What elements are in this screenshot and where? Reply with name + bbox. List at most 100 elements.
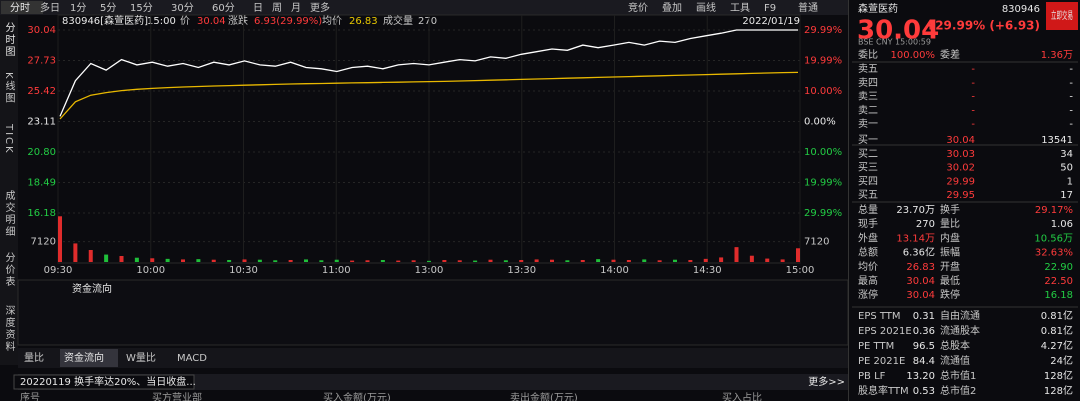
panel-tab-label[interactable]: 资金流向 — [64, 351, 104, 364]
volume-bar — [396, 260, 401, 262]
volume-bar — [181, 259, 185, 262]
book-label: 买二 — [858, 148, 878, 160]
side-tab: 深度资料 — [3, 305, 15, 353]
fund-label: 总市值2 — [940, 384, 976, 397]
panel-tab-label[interactable]: 量比 — [24, 352, 44, 364]
column-header: 买方营业部 — [152, 391, 202, 401]
toolbar-button: 普通 — [798, 1, 818, 14]
fund-value: 0.81亿 — [1041, 324, 1073, 337]
book-price: 29.99 — [946, 176, 975, 187]
volume-bar — [457, 260, 462, 262]
volume-bar — [488, 259, 493, 262]
stat-value: 32.63% — [1035, 248, 1073, 259]
volume-bar — [211, 259, 216, 262]
side-tab: 分价表 — [3, 252, 15, 288]
fund-value: 0.36 — [913, 326, 935, 337]
book-volume: 17 — [1060, 190, 1073, 201]
chart-header: 价 — [180, 15, 190, 27]
notice-bar — [18, 374, 848, 390]
column-header: 序号 — [20, 391, 40, 401]
toolbar-button: 竞价 — [628, 1, 648, 14]
volume-bar — [196, 259, 201, 262]
volume-bar — [550, 259, 554, 262]
last-price: 30.04 — [857, 16, 939, 46]
book-label: 买五 — [858, 189, 878, 201]
stat-label: 均价 — [858, 261, 878, 273]
book-price: - — [971, 64, 975, 75]
trade-button[interactable] — [1046, 2, 1078, 30]
toolbar-tab: 周 — [272, 2, 282, 14]
book-price: - — [971, 78, 975, 89]
chart-header: 270 — [418, 16, 437, 27]
toolbar-tab: 日 — [253, 3, 263, 14]
toolbar-tab: 30分 — [171, 2, 194, 14]
book-volume: - — [1069, 64, 1073, 75]
value: 1.36万 — [1041, 50, 1073, 61]
book-label: 买三 — [858, 162, 878, 174]
fund-value: 0.81亿 — [1041, 309, 1073, 322]
fund-value: 96.5 — [913, 341, 935, 352]
stat-value: 30.04 — [906, 276, 935, 287]
book-price: - — [971, 105, 975, 116]
book-price: - — [971, 119, 975, 130]
stat-label: 跌停 — [940, 288, 960, 301]
volume-bar — [73, 243, 78, 262]
volume-bar — [642, 259, 647, 262]
panel-title: 资金流向 — [72, 282, 112, 295]
toolbar-tab: 15分 — [130, 2, 153, 14]
x-tick-label: 13:30 — [507, 265, 536, 276]
fund-value: 13.20 — [906, 371, 935, 382]
volume-bar — [119, 256, 124, 262]
x-tick-label: 09:30 — [44, 265, 73, 276]
stat-value: 22.50 — [1044, 276, 1073, 287]
panel-divider — [848, 0, 849, 401]
trade-button-label[interactable]: 立即交易 — [1051, 9, 1073, 22]
volume-bar — [88, 250, 93, 262]
stat-label: 量比 — [940, 218, 960, 230]
side-tab: 成交明细 — [3, 190, 15, 238]
book-label: 卖五 — [858, 63, 878, 75]
stat-value: 10.56万 — [1034, 233, 1073, 244]
toolbar-tab: 更多 — [310, 1, 330, 14]
book-volume: - — [1069, 105, 1073, 116]
stat-label: 涨停 — [858, 288, 878, 301]
volume-bar — [242, 259, 247, 262]
side-bar — [0, 15, 18, 365]
label: 委比 — [858, 48, 878, 61]
volume-bar — [473, 260, 478, 262]
fund-label: PE 2021E — [858, 356, 905, 367]
panel-tab[interactable] — [60, 349, 118, 367]
volume-bar — [734, 247, 739, 262]
toolbar-tab: 60分 — [212, 2, 235, 14]
toolbar-tab: 1分 — [70, 2, 86, 14]
volume-bar — [519, 260, 524, 262]
volume-bar — [657, 260, 662, 262]
toolbar-button: 工具 — [730, 2, 750, 14]
stat-label: 总额 — [858, 246, 878, 259]
chart-header: 成交量 — [383, 14, 413, 27]
volume-bar — [796, 248, 800, 262]
y-tick-label: 20.80 — [27, 147, 56, 158]
notice-select[interactable] — [13, 374, 195, 390]
fund-label: 总股本 — [940, 339, 970, 352]
volume-bar — [227, 260, 232, 262]
avg-line — [59, 71, 799, 120]
stock-code: 830946 — [1002, 4, 1040, 15]
chart-date: 2022/01/19 — [742, 16, 800, 27]
y-tick-label: 27.73 — [27, 56, 56, 67]
x-tick-label: 10:30 — [229, 265, 258, 276]
price-line — [59, 29, 798, 117]
volume-bar — [350, 260, 355, 262]
pct-tick-label: 19.99% — [804, 178, 842, 189]
vol-tick-label: 7120 — [804, 237, 829, 248]
chart-header: 涨跌 — [228, 14, 248, 27]
panel-tab-label[interactable]: MACD — [177, 353, 207, 364]
chart-header: 15:00 — [147, 16, 176, 27]
label: 委差 — [940, 48, 960, 61]
more-link[interactable]: 更多>> — [808, 375, 845, 388]
book-label: 买一 — [858, 134, 878, 146]
stat-label: 换手 — [940, 203, 960, 216]
panel-tab-label[interactable]: W量比 — [126, 352, 156, 364]
pct-tick-label: 29.99% — [804, 25, 842, 36]
volume-bar — [626, 260, 631, 262]
